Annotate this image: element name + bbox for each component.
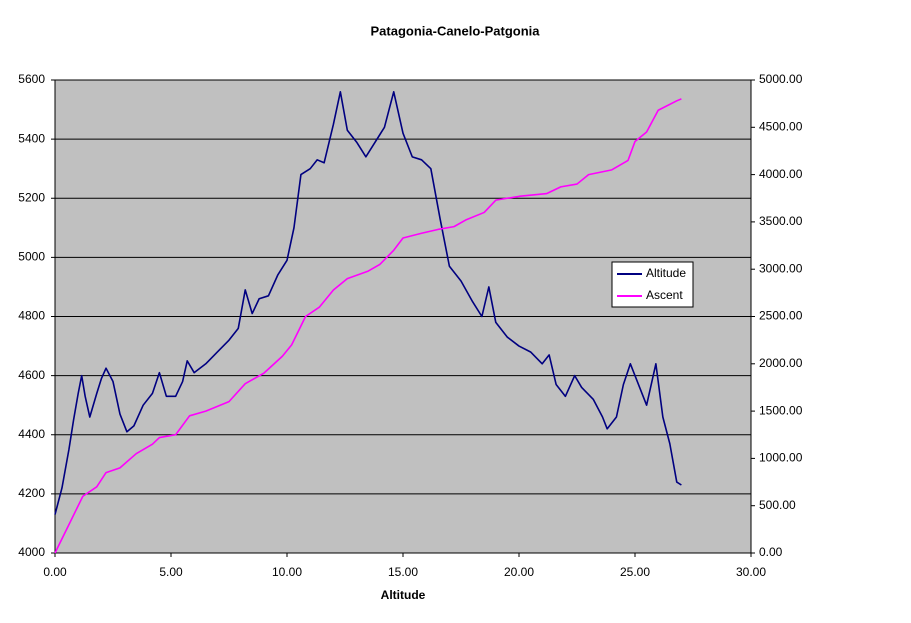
y-tick-label: 4200 <box>18 486 45 500</box>
y2-tick-label: 3500.00 <box>759 214 803 228</box>
x-tick-label: 20.00 <box>504 565 534 579</box>
series-line <box>54 98 682 554</box>
x-axis-label: Altitude <box>381 588 426 602</box>
legend-label: Ascent <box>646 288 683 302</box>
x-tick-label: 30.00 <box>736 565 766 579</box>
y2-tick-label: 4500.00 <box>759 119 803 133</box>
y-tick-label: 4400 <box>18 427 45 441</box>
y2-tick-label: 5000.00 <box>759 72 803 86</box>
y2-tick-label: 2500.00 <box>759 309 803 323</box>
y2-tick-label: 2000.00 <box>759 356 803 370</box>
x-tick-label: 25.00 <box>620 565 650 579</box>
y-tick-label: 5200 <box>18 190 45 204</box>
x-tick-label: 10.00 <box>272 565 302 579</box>
legend-label: Altitude <box>646 266 686 280</box>
y-tick-label: 4800 <box>18 309 45 323</box>
y2-tick-label: 3000.00 <box>759 261 803 275</box>
x-tick-label: 5.00 <box>159 565 183 579</box>
chart-title: Patagonia-Canelo-Patgonia <box>370 23 540 38</box>
y-tick-label: 5400 <box>18 131 45 145</box>
x-tick-label: 0.00 <box>43 565 67 579</box>
y-tick-label: 5000 <box>18 250 45 264</box>
legend-box <box>611 261 694 308</box>
y-tick-label: 5600 <box>18 72 45 86</box>
series-line <box>54 91 682 515</box>
y-tick-label: 4000 <box>18 545 45 559</box>
y2-tick-label: 0.00 <box>759 545 783 559</box>
y-tick-label: 4600 <box>18 368 45 382</box>
x-tick-label: 15.00 <box>388 565 418 579</box>
y2-tick-label: 4000.00 <box>759 167 803 181</box>
y2-tick-label: 1500.00 <box>759 403 803 417</box>
y2-tick-label: 1000.00 <box>759 451 803 465</box>
y2-tick-label: 500.00 <box>759 498 796 512</box>
